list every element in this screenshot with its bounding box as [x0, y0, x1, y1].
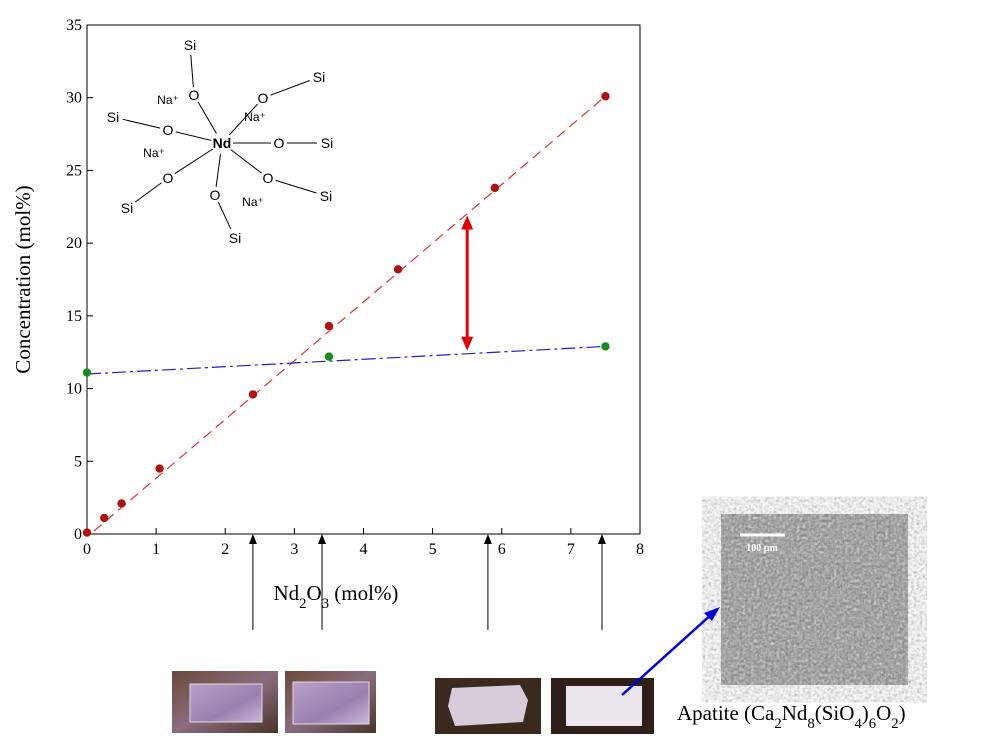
x-axis-label-part: 2 [299, 596, 306, 612]
y-tick-label: 30 [66, 90, 82, 107]
sample-arrow-head [318, 534, 327, 544]
bond [270, 80, 310, 96]
x-axis-label: Nd2O3 (mol%) [274, 581, 399, 612]
x-tick-label: 5 [429, 541, 437, 558]
x-axis-label-part: O [307, 581, 322, 605]
micrograph-texture [721, 514, 908, 685]
caption: Apatite (Ca2Nd8(SiO4)6O2) [677, 701, 906, 732]
atom-si: Si [121, 200, 133, 216]
data-point [82, 368, 92, 377]
caption-part: ) [899, 701, 906, 725]
data-point [100, 513, 109, 523]
atom-na: Na⁺ [244, 110, 266, 124]
atom-na: Na⁺ [157, 93, 179, 107]
caption-part: 2 [891, 716, 898, 732]
atom-si: Si [313, 69, 325, 85]
y-tick-label: 35 [66, 17, 82, 34]
bond [217, 202, 232, 230]
y-tick-label: 0 [74, 526, 82, 543]
y-tick-label: 5 [74, 453, 82, 470]
data-point [601, 342, 610, 351]
x-axis-label-part: (mol%) [329, 581, 398, 605]
atom-o: O [163, 122, 174, 138]
x-tick-label: 8 [636, 541, 644, 558]
bond [197, 101, 217, 134]
atom-o: O [210, 187, 221, 203]
caption-part: ) [862, 701, 869, 725]
atom-nd: Nd [213, 135, 232, 151]
x-tick-label: 0 [83, 541, 91, 558]
y-tick-label: 15 [66, 308, 82, 325]
data-point [324, 352, 334, 361]
y-tick-label: 25 [66, 162, 82, 179]
y-axis-label: Concentration (mol%) [11, 185, 35, 373]
caption-part: 6 [869, 716, 876, 732]
data-point [324, 321, 334, 331]
x-axis-label-part: Nd [274, 581, 300, 605]
bond [215, 153, 222, 188]
x-tick-label: 6 [498, 541, 506, 558]
data-point [82, 528, 92, 537]
atom-si: Si [321, 135, 333, 151]
bond [229, 103, 258, 136]
pointer-head [704, 607, 720, 621]
atom-si: Si [184, 37, 196, 53]
sample-arrow-head [597, 534, 606, 544]
atom-si: Si [107, 109, 119, 125]
x-tick-label: 1 [152, 541, 160, 558]
data-point [155, 464, 164, 473]
y-tick-label: 20 [66, 235, 82, 252]
caption-part: Apatite (Ca [677, 701, 775, 725]
atom-o: O [189, 87, 200, 103]
glass-4 [566, 686, 642, 726]
sample-arrow-head [248, 534, 257, 544]
bond [230, 149, 262, 174]
scale-label: 100 µm [746, 543, 778, 554]
caption-part: Nd [782, 701, 808, 725]
glass-2 [292, 681, 370, 725]
gap-arrow-head [461, 336, 474, 351]
fit-line [93, 95, 606, 532]
atom-si: Si [320, 188, 332, 204]
x-tick-label: 7 [567, 541, 575, 558]
bond [174, 148, 214, 175]
data-point [490, 183, 500, 193]
y-tick-label: 10 [66, 381, 82, 398]
caption-part: O [876, 701, 891, 725]
fit-line [86, 345, 606, 375]
data-point [601, 92, 610, 101]
photos: 100 µm [172, 514, 908, 734]
x-tick-label: 4 [360, 541, 368, 558]
data-point [248, 390, 258, 399]
glass-1 [189, 683, 263, 723]
data-point [117, 499, 126, 508]
x-tick-label: 2 [221, 541, 229, 558]
x-tick-label: 3 [290, 541, 298, 558]
data-point [393, 265, 403, 274]
atom-o: O [263, 170, 274, 186]
bond [190, 54, 194, 88]
bond [275, 179, 317, 194]
atom-na: Na⁺ [143, 146, 165, 160]
x-axis-label-part: 3 [322, 596, 329, 612]
bond [122, 118, 161, 129]
gap-arrow-head [461, 215, 474, 230]
atom-si: Si [229, 230, 241, 246]
bond [134, 182, 162, 203]
caption-part: 4 [854, 716, 862, 732]
caption-part: 2 [774, 716, 781, 732]
caption-part: 8 [807, 716, 814, 732]
glass-3 [448, 685, 528, 726]
bond [175, 131, 212, 141]
atom-o: O [258, 90, 269, 106]
atom-na: Na⁺ [242, 195, 264, 209]
atom-o: O [274, 135, 285, 151]
atom-o: O [163, 170, 174, 186]
sample-arrow-head [483, 534, 492, 544]
pointer-arrow [621, 612, 714, 696]
caption-part: (SiO [815, 701, 855, 725]
